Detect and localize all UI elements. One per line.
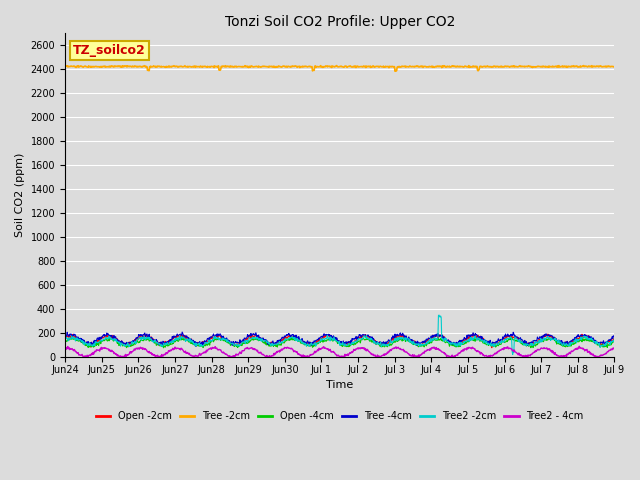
Tree2 -2cm	[509, 352, 516, 358]
Tree -2cm	[580, 63, 588, 69]
Tree -4cm	[611, 333, 618, 338]
Open -2cm	[61, 335, 69, 340]
Tree2 - 4cm	[284, 345, 292, 350]
Open -2cm	[491, 340, 499, 346]
Tree2 -2cm	[439, 337, 447, 343]
Tree2 - 4cm	[61, 345, 69, 351]
Y-axis label: Soil CO2 (ppm): Soil CO2 (ppm)	[15, 153, 25, 237]
Tree2 -2cm	[61, 336, 69, 342]
Tree2 -2cm	[284, 336, 291, 342]
Tree -4cm	[284, 332, 292, 337]
Tree -4cm	[61, 334, 69, 340]
Tree -2cm	[391, 68, 399, 74]
Tree2 - 4cm	[304, 353, 312, 359]
Tree2 - 4cm	[439, 349, 447, 355]
Tree -2cm	[117, 64, 125, 70]
Open -2cm	[438, 334, 446, 340]
Line: Open -4cm: Open -4cm	[65, 337, 614, 348]
Open -4cm	[288, 334, 296, 340]
Open -2cm	[468, 331, 476, 337]
Tree2 -2cm	[303, 341, 311, 347]
Tree2 - 4cm	[611, 346, 618, 351]
Tree -4cm	[491, 340, 499, 346]
Open -4cm	[491, 343, 499, 348]
X-axis label: Time: Time	[326, 380, 353, 390]
Tree -2cm	[303, 64, 311, 70]
Open -4cm	[440, 337, 447, 343]
Line: Tree2 - 4cm: Tree2 - 4cm	[65, 346, 614, 357]
Open -4cm	[500, 340, 508, 346]
Tree2 -2cm	[490, 341, 498, 347]
Open -4cm	[611, 339, 618, 345]
Open -4cm	[159, 345, 167, 351]
Open -4cm	[284, 336, 292, 342]
Legend: Open -2cm, Tree -2cm, Open -4cm, Tree -4cm, Tree2 -2cm, Tree2 - 4cm: Open -2cm, Tree -2cm, Open -4cm, Tree -4…	[92, 407, 588, 425]
Tree -2cm	[611, 64, 618, 70]
Tree2 - 4cm	[118, 354, 125, 360]
Tree2 -2cm	[611, 336, 618, 341]
Tree -4cm	[117, 339, 125, 345]
Open -4cm	[117, 340, 125, 346]
Tree -4cm	[440, 334, 447, 340]
Open -2cm	[284, 335, 291, 341]
Tree -4cm	[304, 339, 312, 345]
Tree -2cm	[61, 63, 69, 69]
Title: Tonzi Soil CO2 Profile: Upper CO2: Tonzi Soil CO2 Profile: Upper CO2	[225, 15, 455, 29]
Text: TZ_soilco2: TZ_soilco2	[73, 44, 146, 57]
Tree2 - 4cm	[81, 354, 88, 360]
Tree -2cm	[500, 64, 508, 70]
Tree -2cm	[284, 64, 291, 70]
Open -4cm	[61, 340, 69, 346]
Open -2cm	[303, 339, 311, 345]
Open -2cm	[117, 339, 125, 345]
Tree -4cm	[192, 344, 200, 349]
Tree -2cm	[490, 63, 498, 69]
Tree2 -2cm	[435, 312, 443, 318]
Open -2cm	[611, 335, 618, 341]
Tree2 - 4cm	[490, 351, 498, 357]
Line: Tree -2cm: Tree -2cm	[65, 66, 614, 71]
Open -4cm	[304, 343, 312, 348]
Tree2 -2cm	[500, 339, 508, 345]
Tree2 - 4cm	[575, 343, 583, 349]
Tree -2cm	[439, 64, 447, 70]
Open -2cm	[488, 345, 495, 350]
Line: Tree -4cm: Tree -4cm	[65, 332, 614, 347]
Tree2 -2cm	[117, 340, 125, 346]
Tree2 - 4cm	[500, 345, 508, 350]
Open -2cm	[500, 337, 508, 343]
Line: Tree2 -2cm: Tree2 -2cm	[65, 315, 614, 355]
Tree -4cm	[500, 333, 508, 339]
Tree -4cm	[179, 329, 186, 335]
Line: Open -2cm: Open -2cm	[65, 334, 614, 348]
